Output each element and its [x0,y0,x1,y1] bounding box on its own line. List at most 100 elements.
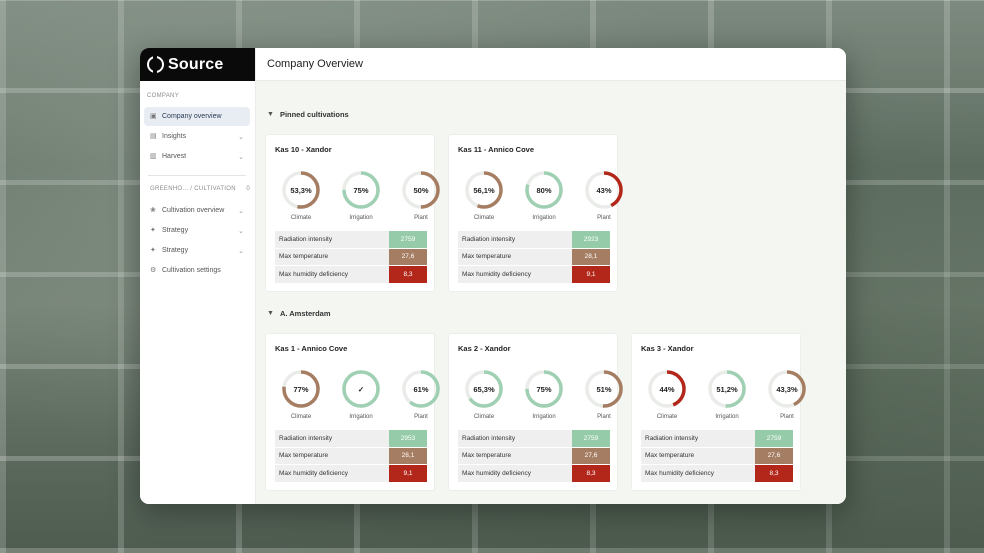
metric-row: Radiation intensity 2953 [275,430,427,448]
gauge-plant: 43,3% Plant [766,368,808,420]
metrics-table: Radiation intensity 2923 Max temperature … [458,231,610,284]
gauge-progress [648,370,686,408]
metric-row: Max humidity deficiency 8,3 [458,465,610,483]
gauge-label: Plant [597,414,611,420]
metric-name: Max humidity deficiency [458,266,572,283]
gauge-value: 43,3% [776,384,798,394]
gauge-value: 61% [413,384,429,394]
metric-name: Max temperature [275,447,389,464]
metric-name: Max temperature [458,248,572,265]
sidebar: Source COMPANY ▣ Company overview ▤ Insi… [140,48,256,504]
chevron-down-icon: ⌄ [238,247,244,255]
card-title: Kas 1 - Annico Cove [275,344,348,353]
cultivation-card[interactable]: Kas 3 - Xandor 44% Climate 51,2% Irrigat… [631,333,806,491]
metric-row: Radiation intensity 2759 [458,430,610,448]
sidebar-item-cultivation-settings[interactable]: ⚙ Cultivation settings [144,261,250,280]
metric-row: Radiation intensity 2759 [275,231,427,249]
gauge-label: Climate [290,414,312,420]
metric-name: Radiation intensity [275,430,389,447]
metric-name: Radiation intensity [641,430,755,447]
gauge-label: Irrigation [532,215,556,221]
metric-value: 2759 [755,430,793,447]
page-title: Company Overview [267,58,363,70]
chevron-down-icon: ⌄ [238,207,244,215]
gauge-label: Climate [473,215,495,221]
metric-row: Max humidity deficiency 8,3 [641,465,793,483]
metric-name: Max humidity deficiency [458,465,572,482]
gauge-progress [585,370,623,408]
metric-row: Radiation intensity 2923 [458,231,610,249]
gauge-value: 65,3% [473,384,495,394]
metric-row: Max temperature 28,1 [458,248,610,266]
chevron-down-icon: ⌄ [238,133,244,141]
gauge-irrigation: ✓ Irrigation [340,368,382,420]
metric-name: Max temperature [641,447,755,464]
chevron-down-icon: ⌄ [238,227,244,235]
gauge-progress [342,370,380,408]
metrics-table: Radiation intensity 2953 Max temperature … [275,430,427,483]
sidebar-item-label: Cultivation overview [162,207,225,214]
metric-row: Max humidity deficiency 8,3 [275,266,427,284]
gauge-irrigation: 80% Irrigation [523,169,565,221]
gauge-climate: 77% Climate [280,368,322,420]
main-content: Company Overview ▼ Pinned cultivations ▼… [256,48,846,504]
gear-icon: ⚙ [150,267,157,274]
gauge-progress [768,370,806,408]
sidebar-item-label: Cultivation settings [162,267,221,274]
cultivation-card[interactable]: Kas 2 - Xandor 65,3% Climate 75% Irrigat… [448,333,623,491]
gauge-label: Climate [473,414,495,420]
group-header-amsterdam[interactable]: ▼ A. Amsterdam [267,309,331,318]
sidebar-section-cultivation: GREENHO... / CULTIVATION 0 [150,186,250,192]
gauge-ring [465,171,503,209]
group-title: Pinned cultivations [279,110,349,119]
gauge-label: Plant [414,215,428,221]
cultivation-card[interactable]: Kas 11 - Annico Cove 56,1% Climate 80% I… [448,134,623,292]
metric-name: Max temperature [458,447,572,464]
metric-name: Radiation intensity [275,231,389,248]
metric-value: 2759 [389,231,427,248]
gauge-label: Plant [597,215,611,221]
gauge-progress [525,370,563,408]
metric-row: Max humidity deficiency 9,1 [275,465,427,483]
gauge-progress [525,171,563,209]
app-window: Source COMPANY ▣ Company overview ▤ Insi… [140,48,846,504]
sidebar-item-harvest[interactable]: ▥ Harvest ⌄ [144,147,250,166]
sidebar-section-cultivation-label: GREENHO... / CULTIVATION [150,186,236,192]
metric-name: Max humidity deficiency [641,465,755,482]
metric-value: 2923 [572,231,610,248]
gauge-progress [402,171,440,209]
sidebar-item-strategy[interactable]: ✦ Strategy ⌄ [144,221,250,240]
gauge-ring [342,370,380,408]
metric-name: Radiation intensity [458,231,572,248]
sidebar-item-insights[interactable]: ▤ Insights ⌄ [144,127,250,146]
gauge-progress [708,370,746,408]
gauge-irrigation: 51,2% Irrigation [706,368,748,420]
cultivation-card[interactable]: Kas 10 - Xandor 53,3% Climate 75% Irriga… [265,134,440,292]
gauge-progress [282,370,320,408]
gauge-label: Irrigation [715,414,739,420]
gauge-progress [282,171,320,209]
metric-row: Max temperature 27,6 [641,447,793,465]
gauge-ring [342,171,380,209]
metric-value: 9,1 [572,266,610,283]
gauge-ring [768,370,806,408]
gauge-progress [342,171,380,209]
cultivation-card[interactable]: Kas 1 - Annico Cove 77% Climate ✓ Irriga… [265,333,440,491]
logo[interactable]: Source [140,48,255,81]
gauge-plant: 50% Plant [400,169,442,221]
sidebar-item-label: Strategy [162,247,189,254]
metric-value: 9,1 [389,465,427,482]
sidebar-item-company-overview[interactable]: ▣ Company overview [144,107,250,126]
metrics-table: Radiation intensity 2759 Max temperature … [458,430,610,483]
group-header-pinned[interactable]: ▼ Pinned cultivations [267,110,349,119]
card-title: Kas 2 - Xandor [458,344,511,353]
sidebar-item-cultivation-overview[interactable]: ❀ Cultivation overview ⌄ [144,201,250,220]
gauge-plant: 43% Plant [583,169,625,221]
gauge-ring [585,171,623,209]
sidebar-item-strategy-2[interactable]: ✦ Strategy ⌄ [144,241,250,260]
metric-value: 28,1 [389,447,427,464]
card-title: Kas 3 - Xandor [641,344,694,353]
group-title: A. Amsterdam [279,309,331,318]
gauge-value: 53,3% [290,185,312,195]
metric-name: Max humidity deficiency [275,465,389,482]
